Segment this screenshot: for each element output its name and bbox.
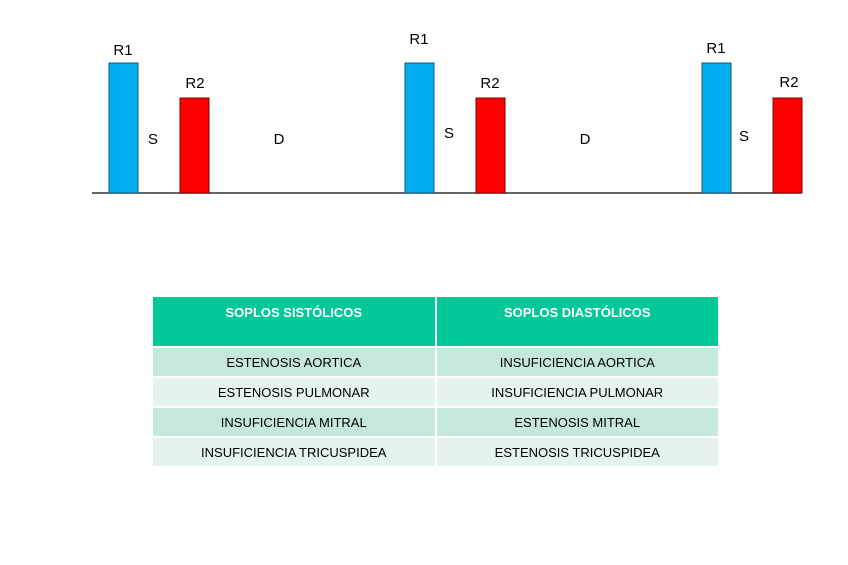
murmurs-table: SOPLOS SISTÓLICOS SOPLOS DIASTÓLICOS EST… — [153, 297, 718, 466]
r1-label: R1 — [706, 40, 725, 57]
r1-bar — [701, 62, 732, 194]
r1-bar — [404, 62, 435, 194]
cell-diastolic: ESTENOSIS MITRAL — [435, 406, 718, 437]
cell-diastolic: INSUFICIENCIA PULMONAR — [435, 376, 718, 407]
systole-label: S — [148, 131, 158, 148]
systole-label: S — [444, 125, 454, 142]
r2-bar — [772, 97, 803, 194]
diastole-label: D — [580, 131, 591, 148]
heart-sound-diagram: R1 S R2 D R1 S R2 D R1 S R2 — [92, 31, 803, 194]
cell-systolic: ESTENOSIS PULMONAR — [153, 376, 437, 407]
cell-diastolic: ESTENOSIS TRICUSPIDEA — [435, 436, 718, 466]
header-systolic: SOPLOS SISTÓLICOS — [153, 297, 437, 347]
header-diastolic: SOPLOS DIASTÓLICOS — [435, 297, 718, 347]
r1-bar — [108, 62, 139, 194]
table-row: INSUFICIENCIA MITRAL ESTENOSIS MITRAL — [153, 406, 718, 437]
table-row: ESTENOSIS AORTICA INSUFICIENCIA AORTICA — [153, 346, 718, 377]
r1-label: R1 — [113, 42, 132, 59]
r1-label: R1 — [409, 31, 428, 48]
table-header-row: SOPLOS SISTÓLICOS SOPLOS DIASTÓLICOS — [153, 297, 718, 347]
r2-label: R2 — [185, 75, 204, 92]
cell-systolic: ESTENOSIS AORTICA — [153, 346, 437, 377]
cell-diastolic: INSUFICIENCIA AORTICA — [435, 346, 718, 377]
r2-label: R2 — [779, 74, 798, 91]
cell-systolic: INSUFICIENCIA TRICUSPIDEA — [153, 436, 437, 466]
systole-label: S — [739, 128, 749, 145]
cell-systolic: INSUFICIENCIA MITRAL — [153, 406, 437, 437]
r2-bar — [179, 97, 210, 194]
table-row: INSUFICIENCIA TRICUSPIDEA ESTENOSIS TRIC… — [153, 436, 718, 466]
diastole-label: D — [274, 131, 285, 148]
table-row: ESTENOSIS PULMONAR INSUFICIENCIA PULMONA… — [153, 376, 718, 407]
r2-label: R2 — [480, 75, 499, 92]
r2-bar — [475, 97, 506, 194]
